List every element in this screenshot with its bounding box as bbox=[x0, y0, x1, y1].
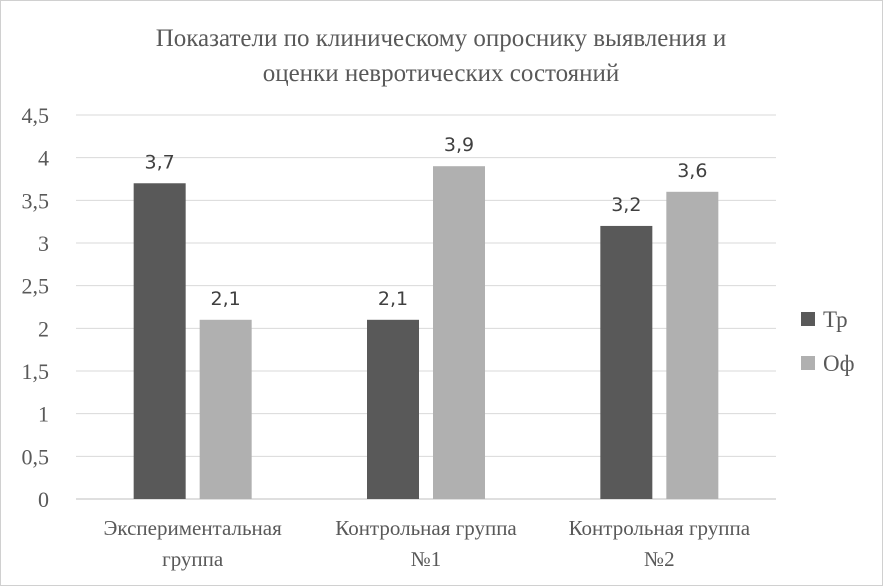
legend-label: Оф bbox=[823, 351, 855, 376]
category-label: Контрольная группа bbox=[335, 516, 517, 540]
category-label: Контрольная группа bbox=[569, 516, 751, 540]
category-label: группа bbox=[162, 547, 224, 571]
legend-swatch bbox=[801, 312, 815, 326]
category-label: №1 bbox=[411, 547, 442, 571]
bar-Тр-1 bbox=[133, 183, 186, 499]
y-axis-ticks: 0 0,5 1 1,5 2 2,5 3 3,5 4 4,5 bbox=[22, 103, 50, 512]
data-label: 2,1 bbox=[211, 288, 241, 310]
data-labels: 3,7 2,1 3,2 2,1 3,9 3,6 bbox=[145, 134, 708, 310]
x-axis-categories: Экспериментальная группа Контрольная групп… bbox=[104, 516, 751, 571]
legend: Тр Оф bbox=[801, 307, 855, 376]
data-label: 3,7 bbox=[145, 151, 175, 173]
y-tick-label: 2,5 bbox=[22, 274, 50, 299]
y-tick-label: 4,5 bbox=[22, 103, 50, 128]
legend-swatch bbox=[801, 356, 815, 370]
y-tick-label: 4 bbox=[38, 146, 49, 171]
y-tick-label: 0 bbox=[38, 487, 49, 512]
data-label: 3,9 bbox=[444, 134, 474, 156]
bar-Оф-2 bbox=[433, 166, 485, 499]
bar-Тр-3 bbox=[600, 225, 653, 499]
y-tick-label: 3,5 bbox=[22, 188, 50, 213]
data-label: 2,1 bbox=[378, 288, 408, 310]
data-label: 3,6 bbox=[677, 160, 707, 182]
bar-Тр-2 bbox=[367, 319, 419, 499]
bar-Оф-1 bbox=[199, 319, 252, 499]
legend-label: Тр bbox=[823, 307, 848, 332]
category-label: №2 bbox=[644, 547, 675, 571]
data-label: 3,2 bbox=[611, 194, 641, 216]
category-label: Экспериментальная bbox=[104, 516, 283, 540]
chart-title-line-2: оценки невротических состояний bbox=[263, 60, 620, 87]
y-tick-label: 1,5 bbox=[22, 359, 50, 384]
y-tick-label: 2 bbox=[38, 316, 49, 341]
bar-Оф-3 bbox=[666, 191, 719, 500]
y-tick-label: 1 bbox=[38, 402, 49, 427]
y-tick-label: 3 bbox=[38, 231, 49, 256]
bars bbox=[133, 166, 719, 500]
gridlines bbox=[76, 114, 776, 500]
chart-title-line-1: Показатели по клиническому опроснику выя… bbox=[156, 25, 727, 52]
y-tick-label: 0,5 bbox=[22, 444, 50, 469]
